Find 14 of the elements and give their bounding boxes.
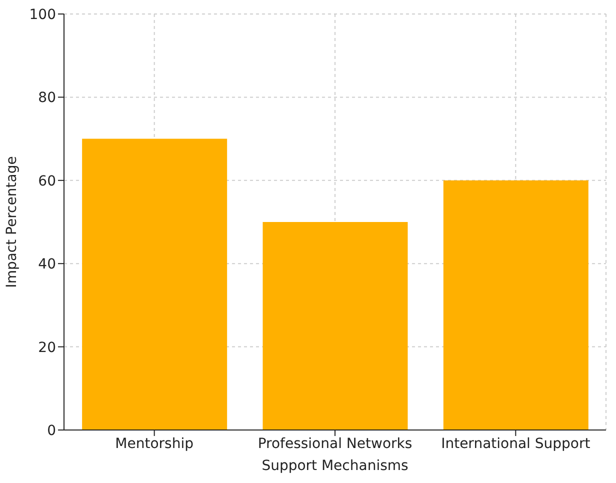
y-tick-label: 20 — [38, 340, 56, 356]
bar — [82, 138, 228, 430]
x-tick-label: International Support — [441, 436, 591, 452]
bar — [262, 222, 408, 430]
y-tick-label: 100 — [29, 6, 56, 23]
y-tick-label: 40 — [38, 256, 56, 273]
x-axis-title: Support Mechanisms — [262, 458, 408, 474]
x-tick-label: Mentorship — [115, 436, 194, 452]
y-tick-label: 60 — [38, 173, 56, 190]
bar — [443, 180, 588, 430]
y-axis-title: Impact Percentage — [4, 156, 20, 288]
x-tick-label: Professional Networks — [258, 436, 412, 452]
y-tick-label: 0 — [47, 422, 56, 439]
y-tick-label: 80 — [38, 90, 56, 106]
